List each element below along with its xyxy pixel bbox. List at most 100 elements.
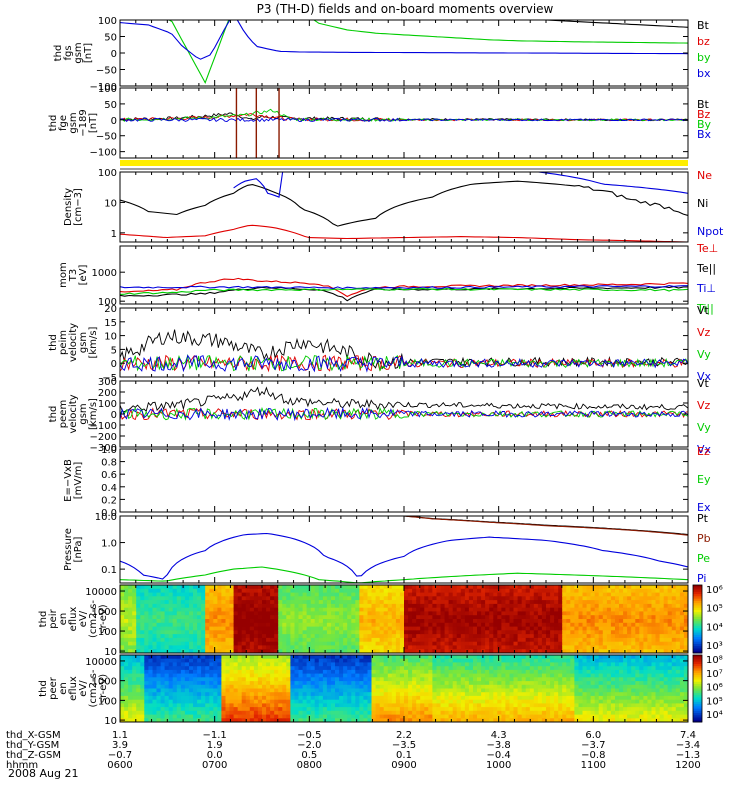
- spectrogram-cell: [522, 645, 527, 649]
- spectrogram-cell: [286, 611, 291, 615]
- spectrogram-cell: [169, 585, 174, 589]
- spectrogram-cell: [372, 711, 377, 715]
- spectrogram-cell: [327, 711, 332, 715]
- spectrogram-cell: [242, 666, 247, 670]
- spectrogram-cell: [258, 707, 263, 711]
- spectrogram-cell: [185, 681, 190, 685]
- spectrogram-cell: [250, 615, 255, 619]
- spectrogram-cell: [656, 589, 661, 593]
- spectrogram-cell: [359, 666, 364, 670]
- figure-title: P3 (TH-D) fields and on-board moments ov…: [257, 2, 554, 16]
- spectrogram-cell: [376, 589, 381, 593]
- spectrogram-cell: [311, 685, 316, 689]
- y-tick-label: 300: [98, 377, 117, 388]
- spectrogram-cell: [599, 623, 604, 627]
- spectrogram-cell: [140, 685, 145, 689]
- spectrogram-cell: [181, 645, 186, 649]
- spectrogram-cell: [676, 596, 681, 600]
- spectrogram-cell: [254, 700, 259, 704]
- spectrogram-cell: [428, 689, 433, 693]
- spectrogram-cell: [254, 696, 259, 700]
- spectrogram-cell: [465, 604, 470, 608]
- spectrogram-cell: [505, 589, 510, 593]
- spectrogram-cell: [148, 630, 153, 634]
- spectrogram-cell: [489, 611, 494, 615]
- spectrogram-cell: [542, 623, 547, 627]
- spectrogram-cell: [157, 600, 162, 604]
- spectrogram-cell: [315, 623, 320, 627]
- spectrogram-cell: [489, 630, 494, 634]
- spectrogram-cell: [213, 589, 218, 593]
- spectrogram-cell: [526, 604, 531, 608]
- spectrogram-cell: [230, 600, 235, 604]
- spectrogram-cell: [457, 589, 462, 593]
- spectrogram-cell: [315, 655, 320, 659]
- spectrogram-cell: [258, 638, 263, 642]
- spectrogram-cell: [376, 700, 381, 704]
- panel-frame: [120, 246, 688, 304]
- spectrogram-cell: [335, 596, 340, 600]
- spectrogram-cell: [558, 589, 563, 593]
- spectrogram-cell: [120, 681, 125, 685]
- spectrogram-cell: [226, 711, 231, 715]
- spectrogram-cell: [177, 600, 182, 604]
- spectrogram-cell: [311, 670, 316, 674]
- spectrogram-cell: [639, 619, 644, 623]
- spectrogram-cell: [153, 655, 158, 659]
- spectrogram-cell: [217, 685, 222, 689]
- spectrogram-cell: [230, 681, 235, 685]
- spectrogram-cell: [416, 645, 421, 649]
- spectrogram-cell: [449, 670, 454, 674]
- spectrogram-cell: [534, 623, 539, 627]
- spectrogram-cell: [473, 611, 478, 615]
- spectrogram-cell: [660, 589, 665, 593]
- spectrogram-cell: [530, 630, 535, 634]
- spectrogram-cell: [230, 623, 235, 627]
- spectrogram-cell: [274, 600, 279, 604]
- spectrogram-cell: [209, 645, 214, 649]
- spectrogram-cell: [424, 638, 429, 642]
- spectrogram-cell: [217, 611, 222, 615]
- spectrogram-cell: [343, 611, 348, 615]
- spectrogram-cell: [144, 638, 149, 642]
- spectrogram-cell: [148, 681, 153, 685]
- spectrogram-cell: [660, 615, 665, 619]
- spectrogram-cell: [400, 630, 405, 634]
- spectrogram-cell: [274, 619, 279, 623]
- spectrogram-cell: [193, 715, 198, 719]
- spectrogram-cell: [148, 662, 153, 666]
- spectrogram-cell: [461, 707, 466, 711]
- spectrogram-cell: [339, 666, 344, 670]
- spectrogram-cell: [534, 600, 539, 604]
- legend-Ti⊥: Ti⊥: [696, 282, 716, 295]
- spectrogram-cell: [234, 711, 239, 715]
- spectrogram-cell: [185, 685, 190, 689]
- spectrogram-cell: [189, 681, 194, 685]
- spectrogram-cell: [209, 662, 214, 666]
- spectrogram-cell: [351, 589, 356, 593]
- spectrogram-cell: [437, 604, 442, 608]
- spectrogram-cell: [489, 645, 494, 649]
- spectrogram-cell: [461, 666, 466, 670]
- spectrogram-cell: [680, 645, 685, 649]
- spectrogram-cell: [355, 615, 360, 619]
- spectrogram-cell: [380, 692, 385, 696]
- spectrogram-cell: [453, 666, 458, 670]
- spectrogram-cell: [359, 619, 364, 623]
- spectrogram-cell: [445, 670, 450, 674]
- spectrogram-cell: [201, 711, 206, 715]
- spectrogram-cell: [530, 596, 535, 600]
- spectrogram-cell: [189, 659, 194, 663]
- spectrogram-cell: [266, 696, 271, 700]
- spectrogram-cell: [286, 685, 291, 689]
- spectrogram-cell: [303, 681, 308, 685]
- spectrogram-cell: [550, 596, 555, 600]
- spectrogram-cell: [193, 604, 198, 608]
- spectrogram-cell: [566, 611, 571, 615]
- spectrogram-cell: [372, 662, 377, 666]
- spectrogram-cell: [343, 711, 348, 715]
- spectrogram-cell: [201, 600, 206, 604]
- spectrogram-cell: [120, 638, 125, 642]
- spectrogram-cell: [144, 600, 149, 604]
- spectrogram-cell: [359, 700, 364, 704]
